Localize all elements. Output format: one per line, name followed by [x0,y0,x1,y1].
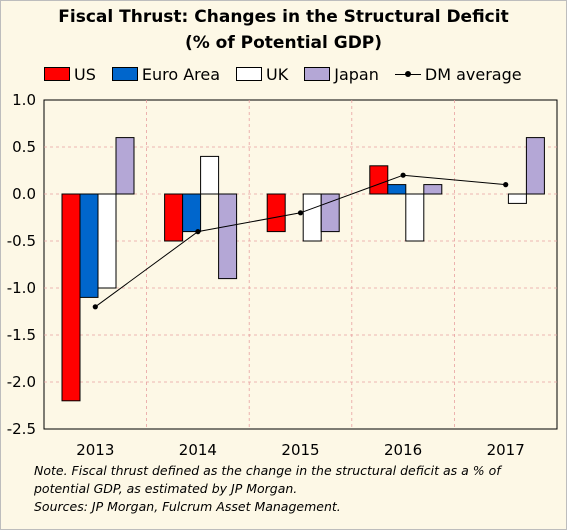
legend-item-japan: Japan [304,65,379,84]
bar-japan-2013 [115,137,135,195]
y-tick-label: 0.5 [12,138,36,156]
bar-us-2016 [369,165,389,195]
sources-text: Sources: JP Morgan, Fulcrum Asset Manage… [34,499,341,514]
bar-uk-2016 [405,193,425,242]
bar-uk-2017 [507,193,527,204]
bar-japan-2014 [218,193,238,280]
bar-uk-2014 [200,155,220,195]
x-tick-label: 2014 [179,441,217,459]
legend-swatch-us [44,67,70,81]
legend-item-dm-average: DM average [394,64,522,84]
x-tick-label: 2013 [76,441,114,459]
y-tick-label: -2.5 [7,420,36,438]
y-tick-label: -1.0 [7,279,36,297]
bar-uk-2015 [302,193,322,242]
legend-label-uk: UK [266,64,289,84]
legend-swatch-euro-area [111,67,138,81]
bar-us-2013 [61,193,81,402]
legend-item-uk: UK [236,65,288,84]
bar-japan-2017 [525,137,545,195]
bar-euro-area-2013 [79,193,99,298]
point-dm-average-2017 [503,182,509,188]
point-dm-average-2016 [400,172,406,178]
chart-title: Fiscal Thrust: Changes in the Structural… [58,7,509,27]
note-text: Note. Fiscal thrust defined as the chang… [34,463,501,496]
y-tick-label: 0.0 [12,185,36,203]
legend-label-us: US [74,64,96,84]
bar-us-2015 [266,193,286,233]
legend-label-japan: Japan [334,64,379,84]
chart-legend: US Euro Area UK Japan DM average [44,63,538,85]
y-tick-label: 1.0 [12,91,36,109]
legend-swatch-japan [304,67,331,81]
x-tick-label: 2017 [487,441,525,459]
point-dm-average-2015 [297,210,304,216]
legend-label-dm-average: DM average [424,64,522,84]
point-dm-average-2014 [195,229,201,235]
legend-label-euro-area: Euro Area [141,64,221,84]
chart-subtitle: (% of Potential GDP) [184,33,383,53]
y-tick-label: -0.5 [7,232,36,250]
x-tick-label: 2016 [384,441,422,459]
bar-euro-area-2014 [182,193,202,233]
bar-japan-2016 [423,184,443,195]
point-dm-average-2013 [92,304,98,310]
chart-note: Note. Fiscal thrust defined as the chang… [34,462,559,516]
legend-swatch-uk [236,67,263,81]
y-tick-label: -2.0 [7,373,36,391]
bar-euro-area-2016 [387,184,407,195]
legend-item-euro-area: Euro Area [111,64,221,84]
legend-item-us: US [44,65,96,84]
y-tick-label: -1.5 [7,326,36,344]
x-tick-label: 2015 [281,441,319,459]
bar-us-2014 [164,193,184,242]
legend-swatch-dm-average [394,68,421,80]
bar-uk-2013 [97,193,117,289]
